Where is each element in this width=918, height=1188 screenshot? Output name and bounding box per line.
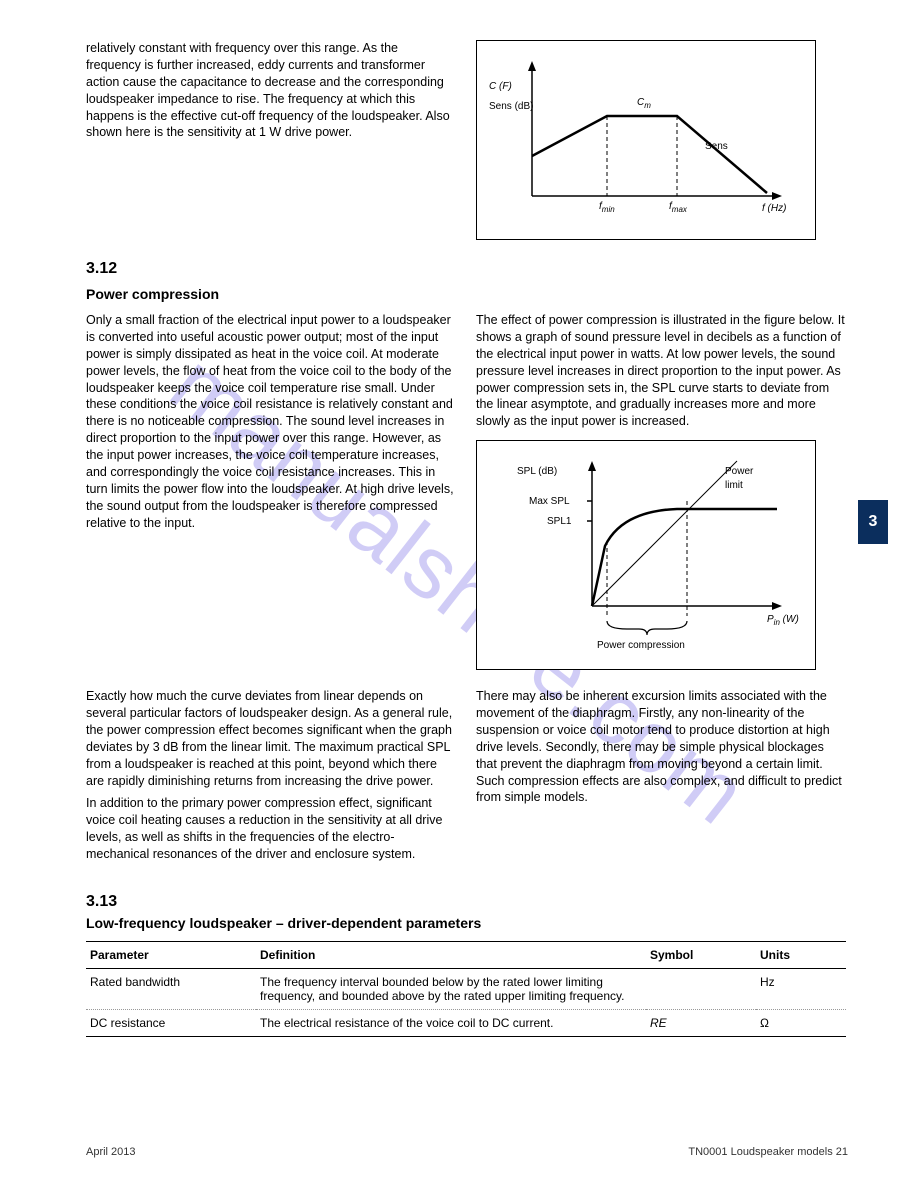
block3-p2: In addition to the primary power compres… bbox=[86, 795, 456, 863]
table-section-title: Low-frequency loudspeaker – driver-depen… bbox=[86, 915, 846, 931]
graph2-powerlimit: Power limit bbox=[725, 465, 753, 492]
th-units: Units bbox=[756, 941, 846, 968]
td-units: Ω bbox=[756, 1009, 846, 1036]
block-3: Exactly how much the curve deviates from… bbox=[86, 688, 846, 869]
block-1: relatively constant with frequency over … bbox=[86, 40, 846, 240]
graph2-brace-label: Power compression bbox=[597, 639, 685, 653]
block1-graph-col: C (F) Sens (dB) Cm Sens f (Hz) fmin fmax bbox=[476, 40, 846, 240]
table-section-num: 3.13 bbox=[86, 893, 846, 911]
graph1-ylabel-cm: C (F) bbox=[489, 81, 512, 92]
block2-left: Only a small fraction of the electrical … bbox=[86, 312, 456, 537]
section-number: 3.12 bbox=[86, 260, 846, 278]
graph2-ylabel: SPL (dB) bbox=[517, 465, 557, 479]
td-units: Hz bbox=[756, 968, 846, 1009]
block1-text: relatively constant with frequency over … bbox=[86, 40, 456, 240]
table-row: Rated bandwidth The frequency interval b… bbox=[86, 968, 846, 1009]
graph2-spl1: SPL1 bbox=[547, 515, 571, 529]
block2-left-p1: Only a small fraction of the electrical … bbox=[86, 312, 456, 531]
graph1-curve-sens: Sens bbox=[705, 141, 728, 152]
footer-date: April 2013 bbox=[86, 1146, 136, 1158]
graph1-fmin: fmin bbox=[599, 201, 615, 214]
page-content: relatively constant with frequency over … bbox=[86, 40, 846, 1037]
footer-docref: TN0001 Loudspeaker models 21 bbox=[688, 1146, 848, 1158]
graph2-xlabel: Pin (W) bbox=[767, 613, 799, 629]
th-parameter: Parameter bbox=[86, 941, 256, 968]
block2-right: The effect of power compression is illus… bbox=[476, 312, 846, 670]
td-sym: RE bbox=[646, 1009, 756, 1036]
graph-cm-sens: C (F) Sens (dB) Cm Sens f (Hz) fmin fmax bbox=[476, 40, 816, 240]
table-header-row: Parameter Definition Symbol Units bbox=[86, 941, 846, 968]
graph1-ylabel-sens: Sens (dB) bbox=[489, 101, 533, 112]
graph1-curve-cm: Cm bbox=[637, 97, 651, 110]
graph1-xlabel: f (Hz) bbox=[762, 203, 786, 214]
block1-p1: relatively constant with frequency over … bbox=[86, 40, 456, 141]
parameters-table: Parameter Definition Symbol Units Rated … bbox=[86, 941, 846, 1037]
th-definition: Definition bbox=[256, 941, 646, 968]
td-param: DC resistance bbox=[86, 1009, 256, 1036]
block3-p3: There may also be inherent excursion lim… bbox=[476, 688, 846, 806]
block-2: Only a small fraction of the electrical … bbox=[86, 312, 846, 670]
section-title: Power compression bbox=[86, 286, 846, 302]
graph2-maxspl: Max SPL bbox=[529, 495, 570, 509]
graph-spl: SPL (dB) Max SPL SPL1 Pin (W) Power limi… bbox=[476, 440, 816, 670]
side-chapter-tab: 3 bbox=[858, 500, 888, 544]
th-symbol: Symbol bbox=[646, 941, 756, 968]
table-row: DC resistance The electrical resistance … bbox=[86, 1009, 846, 1036]
td-def: The frequency interval bounded below by … bbox=[256, 968, 646, 1009]
td-param: Rated bandwidth bbox=[86, 968, 256, 1009]
block3-p1: Exactly how much the curve deviates from… bbox=[86, 688, 456, 789]
graph1-fmax: fmax bbox=[669, 201, 687, 214]
td-sym bbox=[646, 968, 756, 1009]
block2-right-p1: The effect of power compression is illus… bbox=[476, 312, 846, 430]
td-def: The electrical resistance of the voice c… bbox=[256, 1009, 646, 1036]
